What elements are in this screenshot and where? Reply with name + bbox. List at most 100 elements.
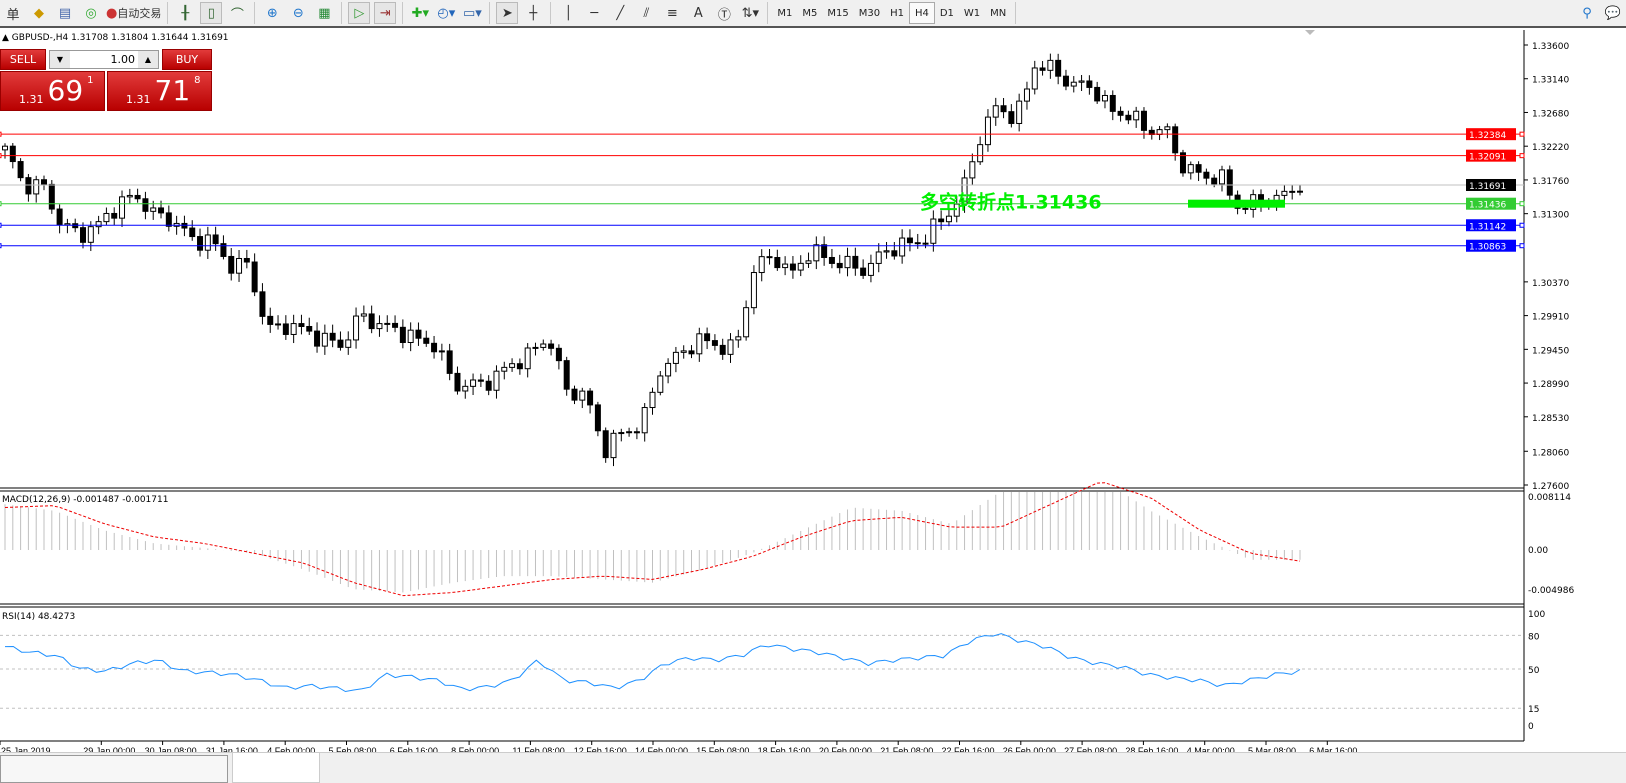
candle-body — [48, 183, 55, 210]
price-tick-label: 1.28060 — [1532, 448, 1569, 458]
trendline-icon[interactable]: ╱ — [616, 5, 625, 21]
price-tick-label: 1.29450 — [1532, 346, 1569, 356]
candle-body — [766, 256, 773, 259]
auto-scroll-icon[interactable]: ▷ — [348, 2, 371, 24]
candle-body — [719, 344, 726, 355]
time-tick-label: 4 Mar 00:00 — [1187, 746, 1235, 752]
candle-body — [563, 360, 570, 390]
candle-body — [407, 329, 414, 344]
candle-body — [1016, 100, 1023, 124]
level-price-tag — [1466, 128, 1516, 141]
decrease-lot-icon[interactable]: ▼ — [50, 51, 70, 68]
macd-axis-label: -0.004986 — [1528, 586, 1574, 596]
candle-body — [610, 432, 617, 459]
candle-body — [204, 234, 211, 251]
candle-body — [56, 208, 63, 226]
candle-body — [579, 390, 586, 401]
zoom-in-icon[interactable]: ⊕ — [266, 5, 278, 21]
chart-tabs-bar — [0, 752, 1626, 783]
price-tick-label: 1.33600 — [1532, 42, 1569, 52]
chart-shift-icon[interactable]: ⇥ — [374, 2, 397, 24]
rsi-axis-label: 80 — [1528, 632, 1540, 642]
lot-stepper[interactable]: ▼ ▲ — [49, 50, 159, 69]
line-chart-icon[interactable]: ⌒ — [230, 7, 244, 23]
crosshair-icon[interactable]: ┼ — [529, 5, 538, 21]
search-icon[interactable]: ⚲ — [1582, 5, 1592, 21]
text-icon[interactable]: A — [693, 5, 703, 21]
bar-chart-icon[interactable]: ╂ — [181, 5, 190, 21]
timeframe-d1[interactable]: D1 — [939, 7, 954, 19]
separator — [254, 2, 256, 24]
timeframe-mn[interactable]: MN — [990, 7, 1007, 19]
chat-icon[interactable]: 💬 — [1604, 5, 1622, 21]
candle-body — [251, 261, 258, 293]
candle-body — [657, 375, 664, 393]
vertical-line-icon[interactable]: │ — [564, 5, 573, 21]
candle-body — [321, 332, 328, 347]
templates-icon[interactable]: ▭▾ — [462, 5, 482, 21]
chart-tab-active[interactable] — [232, 753, 320, 783]
time-tick-label: 22 Feb 16:00 — [942, 746, 995, 752]
rsi-axis-label: 100 — [1528, 610, 1545, 620]
tile-windows-icon[interactable]: ▦ — [318, 5, 331, 21]
level-price-label: 1.31691 — [1469, 182, 1506, 192]
buy-price[interactable]: 1.31 71 8 — [107, 71, 212, 111]
candle-body — [165, 212, 172, 227]
timeframe-m5[interactable]: M5 — [802, 7, 818, 19]
signal-icon[interactable]: ◎ — [85, 5, 97, 21]
sell-button[interactable]: SELL — [0, 49, 46, 70]
timeframe-m15[interactable]: M15 — [827, 7, 849, 19]
candlestick-icon[interactable]: ▯ — [200, 2, 223, 24]
candle-body — [236, 257, 243, 274]
candle-body — [275, 323, 282, 326]
chart-tab[interactable] — [0, 755, 228, 783]
candle-body — [1086, 80, 1093, 88]
text-label-icon[interactable]: Ⓣ — [717, 7, 731, 23]
fibo-lines-icon[interactable]: ≡ — [666, 5, 678, 21]
price-tick-label: 1.28530 — [1532, 414, 1569, 424]
auto-trading-button[interactable]: ● 自动交易 — [106, 5, 162, 21]
candle-body — [384, 322, 391, 325]
timeframe-w1[interactable]: W1 — [963, 7, 981, 19]
sell-price[interactable]: 1.31 69 1 — [0, 71, 105, 111]
period-clock-icon[interactable]: ◴▾ — [437, 5, 456, 21]
candle-body — [797, 262, 804, 271]
candle-body — [197, 236, 204, 251]
candle-body — [524, 347, 531, 370]
cursor-icon[interactable]: ➤ — [496, 2, 519, 24]
candle-body — [1008, 111, 1015, 124]
candle-body — [922, 242, 929, 245]
data-window-icon[interactable]: ▤ — [58, 5, 72, 21]
rsi-axis-label: 15 — [1528, 705, 1539, 715]
level-price-tag — [1466, 178, 1516, 191]
fibo-channel-icon[interactable]: ⫽ — [643, 5, 650, 21]
candle-body — [571, 388, 578, 401]
time-tick-label: 26 Feb 00:00 — [1003, 746, 1056, 752]
timeframe-h1[interactable]: H1 — [890, 7, 904, 19]
increase-lot-icon[interactable]: ▲ — [138, 51, 158, 68]
zoom-out-icon[interactable]: ⊖ — [292, 5, 304, 21]
candle-body — [1297, 190, 1303, 193]
candle-body — [1125, 114, 1132, 121]
indicators-icon[interactable]: ✚▾ — [411, 5, 430, 21]
candle-body — [680, 350, 687, 353]
candle-body — [1242, 207, 1249, 210]
buy-button[interactable]: BUY — [162, 49, 212, 70]
lot-input[interactable] — [70, 51, 138, 68]
market-watch-icon[interactable]: ◆ — [34, 5, 44, 21]
chart-canvas[interactable]: 1.33600 1.33140 1.32680 1.32220 1.31760 1.313… — [0, 30, 1626, 752]
candle-body — [87, 226, 94, 243]
horizontal-line-icon[interactable]: ─ — [590, 5, 599, 21]
candle-body — [626, 431, 633, 434]
timeframe-m1[interactable]: M1 — [777, 7, 793, 19]
candle-body — [688, 350, 695, 355]
level-handle — [1519, 153, 1525, 159]
candle-body — [696, 333, 703, 355]
arrows-icon[interactable]: ⇅▾ — [741, 5, 760, 21]
candle-body — [883, 250, 890, 253]
candle-body — [665, 362, 672, 377]
candle-body — [899, 237, 906, 257]
timeframe-h4[interactable]: H4 — [908, 2, 935, 24]
timeframe-m30[interactable]: M30 — [858, 7, 881, 19]
menu-button[interactable]: 单 — [6, 7, 20, 23]
